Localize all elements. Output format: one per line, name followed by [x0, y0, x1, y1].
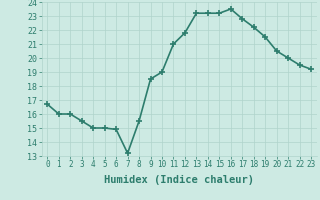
X-axis label: Humidex (Indice chaleur): Humidex (Indice chaleur): [104, 175, 254, 185]
